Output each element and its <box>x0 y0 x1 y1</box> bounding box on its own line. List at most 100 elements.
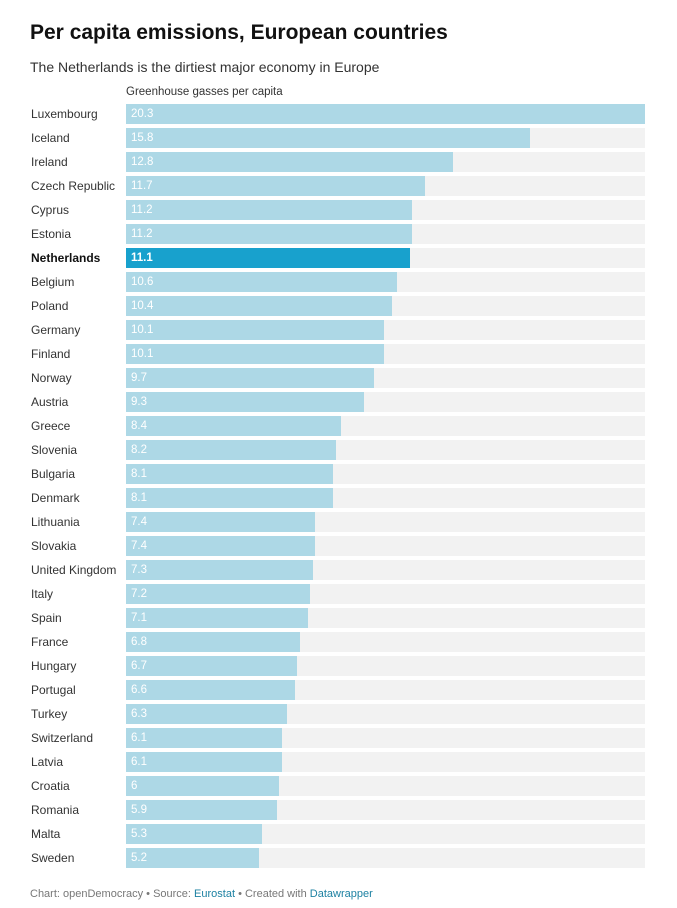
bar <box>126 656 298 676</box>
bar-track: 7.3 <box>126 560 645 580</box>
bar <box>126 824 262 844</box>
bar-row: United Kingdom 7.3 <box>0 560 677 580</box>
bar-row: Denmark 8.1 <box>0 488 677 508</box>
category-label: Switzerland <box>31 731 94 745</box>
bar <box>126 800 277 820</box>
bar-row: Slovenia 8.2 <box>0 440 677 460</box>
datawrapper-link[interactable]: Datawrapper <box>309 888 373 900</box>
category-label: Netherlands <box>31 251 101 265</box>
column-header: Greenhouse gasses per capita <box>126 86 283 98</box>
category-label: Italy <box>31 587 54 601</box>
bar-track: 6.1 <box>126 728 645 748</box>
bar-track: 5.2 <box>126 848 645 868</box>
value-label: 15.8 <box>131 132 154 144</box>
bar-track: 10.1 <box>126 344 645 364</box>
bar-track: 6 <box>126 776 645 796</box>
bar-track: 11.7 <box>126 176 645 196</box>
bar-row: Finland 10.1 <box>0 344 677 364</box>
bar-row: Austria 9.3 <box>0 392 677 412</box>
value-label: 10.4 <box>131 300 154 312</box>
category-label: Austria <box>31 395 69 409</box>
bar-track: 10.6 <box>126 272 645 292</box>
category-label: Finland <box>31 347 71 361</box>
bar-track: 6.7 <box>126 656 645 676</box>
value-label: 7.4 <box>131 540 147 552</box>
bar <box>126 104 645 124</box>
footer-credit: Chart: openDemocracy • Source: <box>30 888 195 900</box>
bar-row: Greece 8.4 <box>0 416 677 436</box>
bar <box>126 608 308 628</box>
category-label: Latvia <box>31 755 64 769</box>
category-label: Iceland <box>31 131 70 145</box>
bar-track: 7.1 <box>126 608 645 628</box>
bar-row: Italy 7.2 <box>0 584 677 604</box>
bar <box>126 560 313 580</box>
bar <box>126 848 259 868</box>
category-label: France <box>31 635 69 649</box>
category-label: Hungary <box>31 659 77 673</box>
bar-track: 12.8 <box>126 152 645 172</box>
bar-track: 6.3 <box>126 704 645 724</box>
chart-title: Per capita emissions, European countries <box>30 21 448 44</box>
bar-track: 8.2 <box>126 440 645 460</box>
category-label: Turkey <box>31 707 68 721</box>
category-label: Portugal <box>31 683 76 697</box>
value-label: 11.7 <box>131 180 153 192</box>
bar <box>126 200 413 220</box>
bar <box>126 464 334 484</box>
bar-row: Poland 10.4 <box>0 296 677 316</box>
bar-row: Ireland 12.8 <box>0 152 677 172</box>
category-label: Romania <box>31 803 80 817</box>
bar-row: Luxembourg 20.3 <box>0 104 677 124</box>
bar-row: Malta 5.3 <box>0 824 677 844</box>
value-label: 7.2 <box>131 588 147 600</box>
bar-track: 6.8 <box>126 632 645 652</box>
bar-chart: Luxembourg 20.3 Iceland 15.8 Ireland 12.8 Czec… <box>0 104 677 870</box>
value-label: 9.3 <box>131 396 147 408</box>
bar <box>126 440 336 460</box>
bar-row: France 6.8 <box>0 632 677 652</box>
bar <box>126 776 280 796</box>
bar <box>126 176 426 196</box>
category-label: Slovakia <box>31 539 77 553</box>
bar <box>126 584 311 604</box>
bar-row: Slovakia 7.4 <box>0 536 677 556</box>
bar-row: Hungary 6.7 <box>0 656 677 676</box>
category-label: Poland <box>31 299 69 313</box>
category-label: Denmark <box>31 491 80 505</box>
category-label: Czech Republic <box>31 179 116 193</box>
category-label: Lithuania <box>31 515 80 529</box>
source-link[interactable]: Eurostat <box>194 888 236 900</box>
bar <box>126 704 288 724</box>
chart-subtitle: The Netherlands is the dirtiest major ec… <box>30 59 380 75</box>
value-label: 7.1 <box>131 612 147 624</box>
bar-track: 8.4 <box>126 416 645 436</box>
bar-track: 6.6 <box>126 680 645 700</box>
value-label: 6.1 <box>131 732 147 744</box>
bar <box>126 272 397 292</box>
value-label: 7.4 <box>131 516 147 528</box>
bar-row: Germany 10.1 <box>0 320 677 340</box>
value-label: 12.8 <box>131 156 154 168</box>
bar-track: 9.3 <box>126 392 645 412</box>
category-label: Bulgaria <box>31 467 76 481</box>
bar-track: 5.3 <box>126 824 645 844</box>
value-label: 11.1 <box>131 252 153 264</box>
bar <box>126 536 316 556</box>
category-label: Germany <box>31 323 81 337</box>
value-label: 8.1 <box>131 492 147 504</box>
value-label: 6.7 <box>131 660 147 672</box>
bar <box>126 224 413 244</box>
bar-row: Iceland 15.8 <box>0 128 677 148</box>
bar-track: 7.4 <box>126 512 645 532</box>
bar-row: Netherlands 11.1 <box>0 248 677 268</box>
bar-track: 9.7 <box>126 368 645 388</box>
value-label: 5.9 <box>131 804 147 816</box>
bar-highlighted <box>126 248 410 268</box>
bar <box>126 368 374 388</box>
chart-footer: Chart: openDemocracy • Source: Eurostat … <box>30 888 373 900</box>
value-label: 10.1 <box>131 324 154 336</box>
bar-track: 10.4 <box>126 296 645 316</box>
bar-row: Lithuania 7.4 <box>0 512 677 532</box>
value-label: 9.7 <box>131 372 147 384</box>
